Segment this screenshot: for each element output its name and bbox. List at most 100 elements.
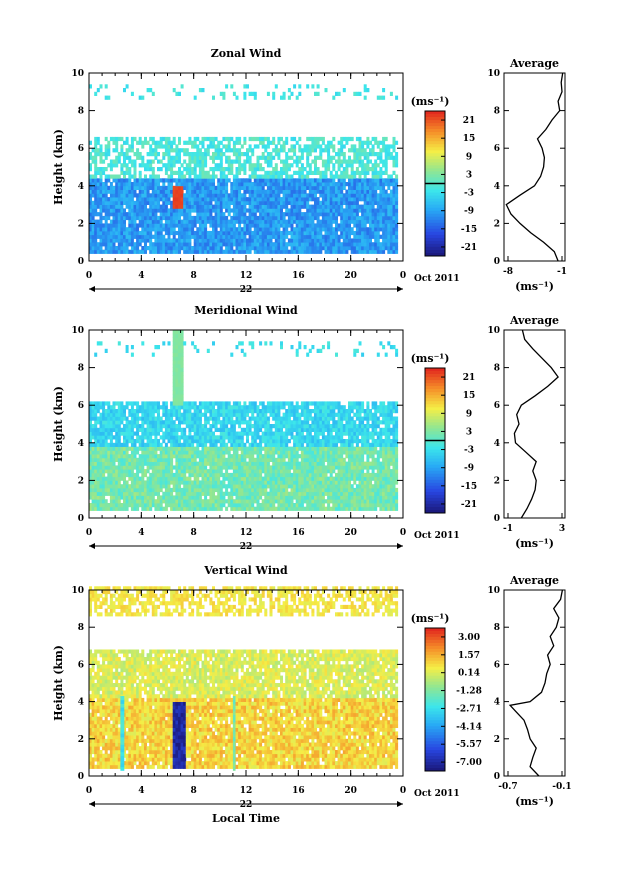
- heatmap-cell: [230, 230, 234, 236]
- heatmap-cell: [94, 495, 98, 500]
- heatmap-cell: [353, 234, 357, 239]
- heatmap-cell: [130, 424, 134, 429]
- heatmap-cell: [138, 503, 142, 508]
- heatmap-cell: [214, 416, 218, 421]
- heatmap-cell: [104, 204, 108, 209]
- heatmap-cell: [141, 204, 145, 209]
- heatmap-cell: [298, 159, 302, 164]
- heatmap-cell: [369, 230, 372, 236]
- heatmap-cell: [392, 193, 396, 198]
- heatmap-cell: [306, 242, 310, 247]
- heatmap-cell: [193, 480, 197, 485]
- heatmap-cell: [363, 170, 367, 175]
- heatmap-cell: [248, 148, 252, 153]
- heatmap-cell: [193, 435, 197, 440]
- heatmap-cell: [164, 208, 168, 213]
- heatmap-cell: [198, 503, 202, 508]
- heatmap-cell: [183, 401, 187, 406]
- heatmap-cell: [300, 193, 304, 198]
- average-y-tick-label: 0: [494, 257, 500, 267]
- heatmap-cell: [295, 246, 299, 251]
- heatmap-cell: [204, 506, 208, 511]
- heatmap-cell: [227, 480, 231, 485]
- heatmap-cell: [193, 401, 197, 406]
- heatmap-cell: [172, 204, 176, 209]
- heatmap-cell: [395, 152, 399, 157]
- heatmap-cell: [180, 208, 184, 213]
- heatmap-cell: [178, 495, 181, 500]
- heatmap-cell: [115, 424, 119, 429]
- heatmap-cell: [178, 249, 181, 254]
- heatmap-cell: [282, 227, 286, 232]
- heatmap-cell: [138, 200, 142, 205]
- heatmap-cell: [219, 491, 223, 496]
- heatmap-cell: [308, 249, 312, 254]
- heatmap-cell: [123, 174, 126, 179]
- heatmap-cell: [259, 182, 263, 187]
- heatmap-cell: [141, 484, 145, 489]
- heatmap-cell: [217, 148, 221, 153]
- colorbar-swatch: [425, 201, 445, 206]
- heatmap-cell: [159, 249, 163, 254]
- heatmap-cell: [389, 174, 393, 179]
- heatmap-cell: [217, 152, 221, 157]
- heatmap-cell: [133, 416, 137, 421]
- heatmap-cell: [248, 163, 252, 168]
- heatmap-cell: [91, 431, 95, 436]
- heatmap-cell: [342, 234, 346, 239]
- heatmap-cell: [107, 401, 111, 406]
- heatmap-cell: [293, 212, 297, 217]
- heatmap-cell: [167, 152, 171, 157]
- heatmap-cell: [253, 193, 257, 198]
- heatmap-cell: [369, 234, 372, 239]
- heatmap-cell: [109, 204, 113, 209]
- heatmap-cell: [170, 170, 174, 175]
- heatmap-cell: [136, 246, 140, 251]
- heatmap-cell: [222, 442, 226, 447]
- heatmap-cell: [170, 230, 174, 236]
- heatmap-cell: [115, 208, 119, 213]
- heatmap-cell: [264, 174, 268, 179]
- panel-title: Zonal Wind: [211, 47, 282, 60]
- heatmap-cell: [298, 238, 302, 243]
- colorbar-tick-label: -21: [461, 243, 477, 253]
- heatmap-cell: [274, 212, 278, 217]
- heatmap-cell: [130, 200, 134, 205]
- heatmap-cell: [272, 230, 276, 236]
- heatmap-cell: [361, 212, 365, 217]
- heatmap-cell: [185, 446, 189, 451]
- heatmap-cell: [191, 159, 195, 164]
- heatmap-cell: [264, 136, 268, 142]
- heatmap-cell: [183, 174, 187, 179]
- heatmap-cell: [227, 416, 231, 421]
- heatmap-cell: [130, 352, 134, 357]
- heatmap-cell: [222, 227, 226, 232]
- heatmap-cell: [99, 472, 103, 478]
- heatmap-cell: [193, 185, 197, 190]
- heatmap-cell: [175, 155, 179, 160]
- heatmap-cell: [282, 234, 286, 239]
- heatmap-cell: [149, 249, 153, 254]
- heatmap-cell: [172, 484, 176, 489]
- heatmap-cell: [387, 200, 391, 205]
- heatmap-cell: [185, 476, 189, 481]
- heatmap-cell: [342, 249, 346, 254]
- heatmap-cell: [178, 155, 181, 160]
- heatmap-cell: [238, 208, 242, 213]
- heatmap-cell: [340, 170, 344, 175]
- heatmap-cell: [230, 431, 234, 436]
- heatmap-cell: [266, 249, 270, 254]
- heatmap-cell: [348, 230, 351, 236]
- heatmap-cell: [222, 230, 226, 236]
- heatmap-cell: [329, 219, 333, 224]
- heatmap-cell: [311, 189, 315, 194]
- heatmap-cell: [141, 450, 145, 455]
- heatmap-cell: [107, 178, 111, 183]
- heatmap-cell: [353, 159, 357, 164]
- heatmap-cell: [327, 238, 331, 243]
- heatmap-cell: [332, 227, 336, 232]
- heatmap-cell: [290, 212, 294, 217]
- heatmap-cell: [342, 155, 346, 160]
- colorbar-swatch: [425, 147, 445, 151]
- heatmap-cell: [115, 163, 119, 168]
